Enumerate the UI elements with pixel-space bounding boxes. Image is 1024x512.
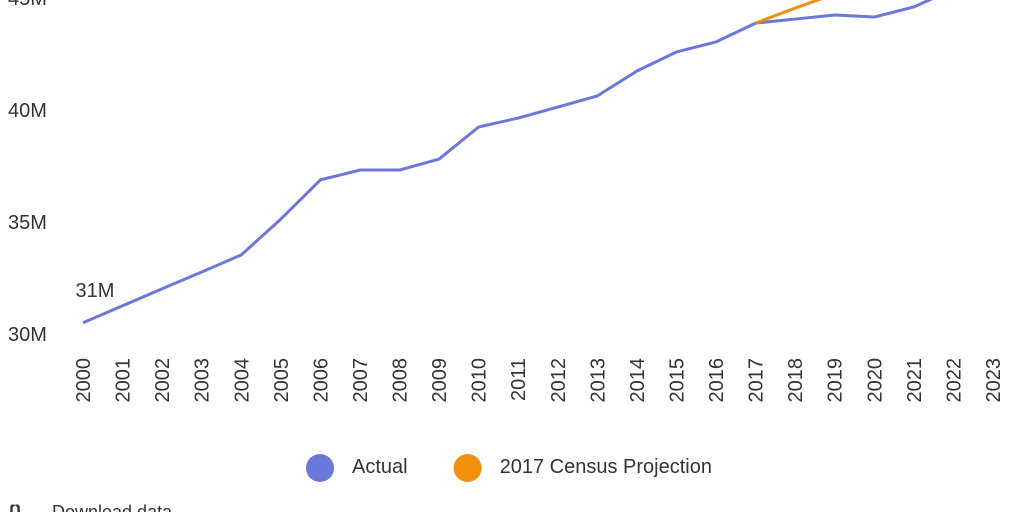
x-tick-label: 2000 [73,358,95,403]
x-tick-label: 2002 [152,358,174,403]
download-link[interactable]: Download data [52,502,173,512]
x-tick-label: 2017 [746,358,768,403]
x-tick-label: 2005 [271,358,293,403]
legend-label: Actual [352,456,408,478]
y-tick-label: 30M [8,324,47,346]
x-tick-label: 2008 [390,358,412,403]
annotation: 44.5M [714,0,770,2]
y-tick-label: 40M [8,100,47,122]
legend-label: 2017 Census Projection [500,456,712,478]
x-tick-label: 2009 [429,358,451,403]
x-tick-label: 2020 [864,358,886,403]
legend-swatch [306,454,334,482]
download-icon[interactable]: {} [8,502,22,512]
x-tick-label: 2015 [666,358,688,403]
x-tick-label: 2004 [231,358,253,403]
x-tick-label: 2010 [469,358,491,403]
x-tick-label: 2012 [548,358,570,403]
x-tick-label: 2003 [192,358,214,403]
series-line [82,0,933,325]
x-tick-label: 2007 [350,358,372,403]
x-tick-label: 2011 [508,358,530,401]
x-tick-label: 2019 [825,358,847,403]
x-tick-label: 2001 [113,358,135,403]
y-tick-label: 45M [8,0,47,10]
annotation: 31M [76,280,115,302]
x-tick-label: 2023 [983,358,1005,403]
x-tick-label: 2016 [706,358,728,403]
x-tick-label: 2021 [904,358,926,403]
x-tick-label: 2022 [943,358,965,403]
x-tick-label: 2018 [785,358,807,403]
x-tick-label: 2014 [627,358,649,403]
legend-swatch [453,454,482,482]
y-tick-label: 35M [8,212,47,234]
series-line [755,0,823,25]
x-tick-label: 2013 [587,358,609,403]
x-tick-label: 2006 [310,358,332,403]
